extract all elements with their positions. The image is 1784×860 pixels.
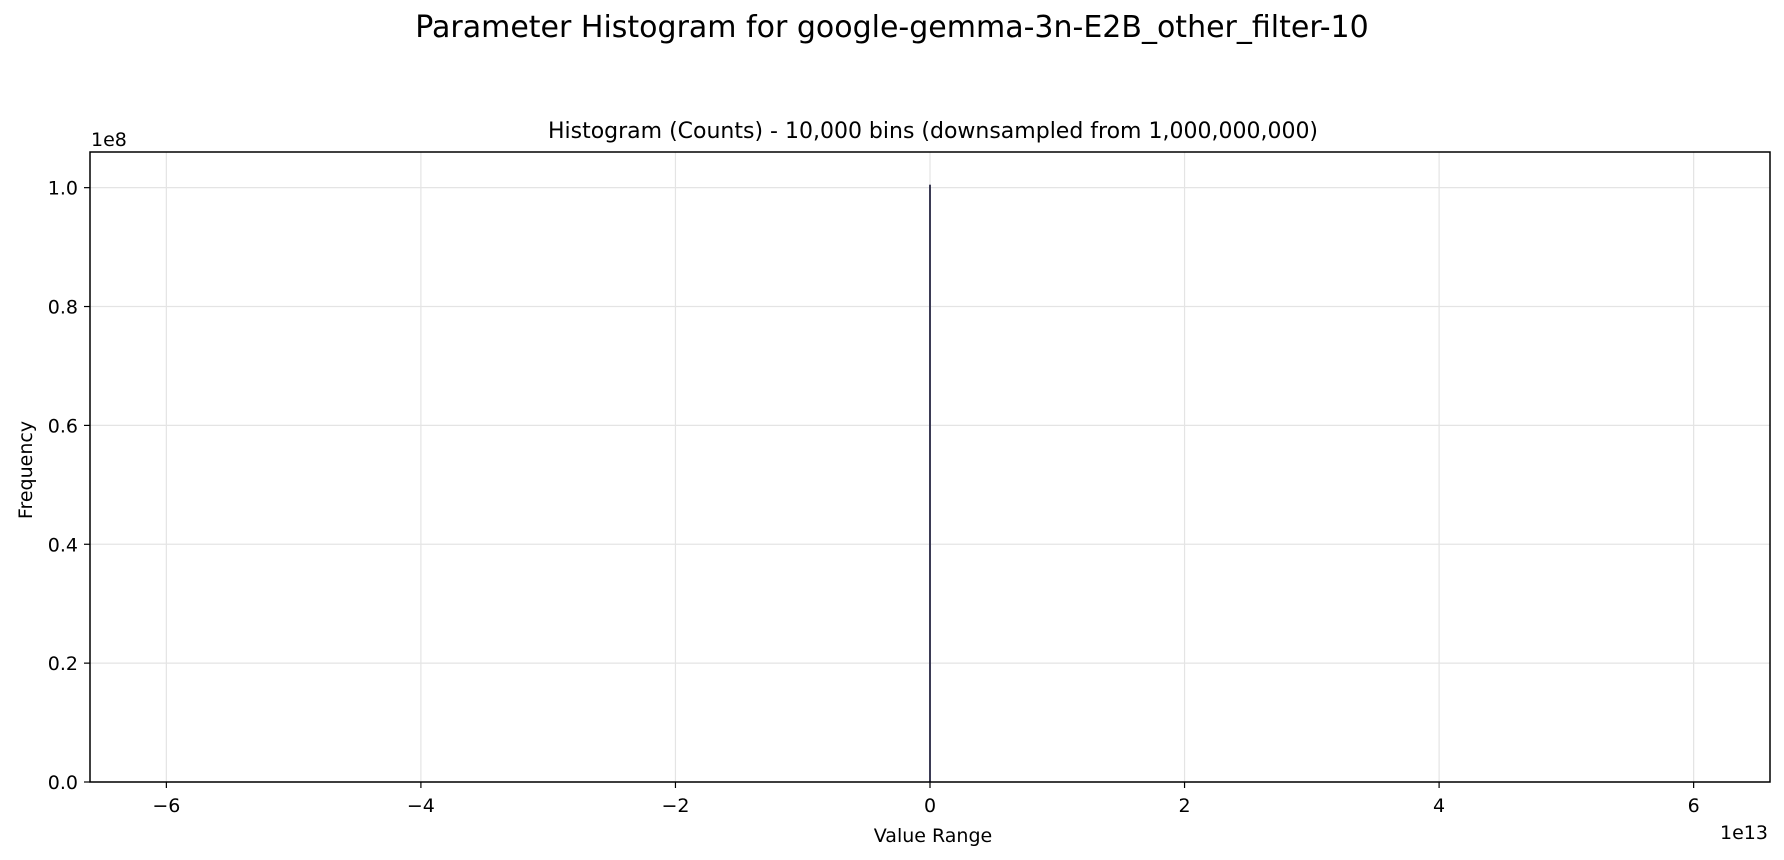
y-axis-label: Frequency (15, 421, 37, 519)
y-tick-label: 0.8 (48, 297, 78, 319)
y-tick-label: 1.0 (48, 178, 78, 200)
x-axis-ticks: −6 −4 −2 0 2 4 6 (152, 782, 1700, 817)
axes-title: Histogram (Counts) - 10,000 bins (downsa… (548, 119, 1318, 144)
y-axis-ticks: 0.0 0.2 0.4 0.6 0.8 1.0 (48, 178, 90, 794)
x-axis-offset-label: 1e13 (1720, 822, 1768, 844)
x-tick-label: 2 (1178, 795, 1190, 817)
histogram-bar (929, 184, 931, 783)
y-tick-label: 0.2 (48, 653, 78, 675)
x-tick-label: 4 (1433, 795, 1445, 817)
y-tick-label: 0.4 (48, 534, 78, 556)
x-tick-label: −2 (661, 795, 689, 817)
x-tick-label: 6 (1688, 795, 1700, 817)
y-tick-label: 0.0 (48, 772, 78, 794)
y-tick-label: 0.6 (48, 415, 78, 437)
x-tick-label: 0 (924, 795, 936, 817)
x-tick-label: −4 (407, 795, 435, 817)
y-axis-offset-label: 1e8 (91, 129, 127, 151)
histogram-bars (929, 184, 931, 783)
x-axis-label: Value Range (874, 825, 992, 847)
figure-title: Parameter Histogram for google-gemma-3n-… (415, 10, 1369, 45)
x-tick-label: −6 (152, 795, 180, 817)
